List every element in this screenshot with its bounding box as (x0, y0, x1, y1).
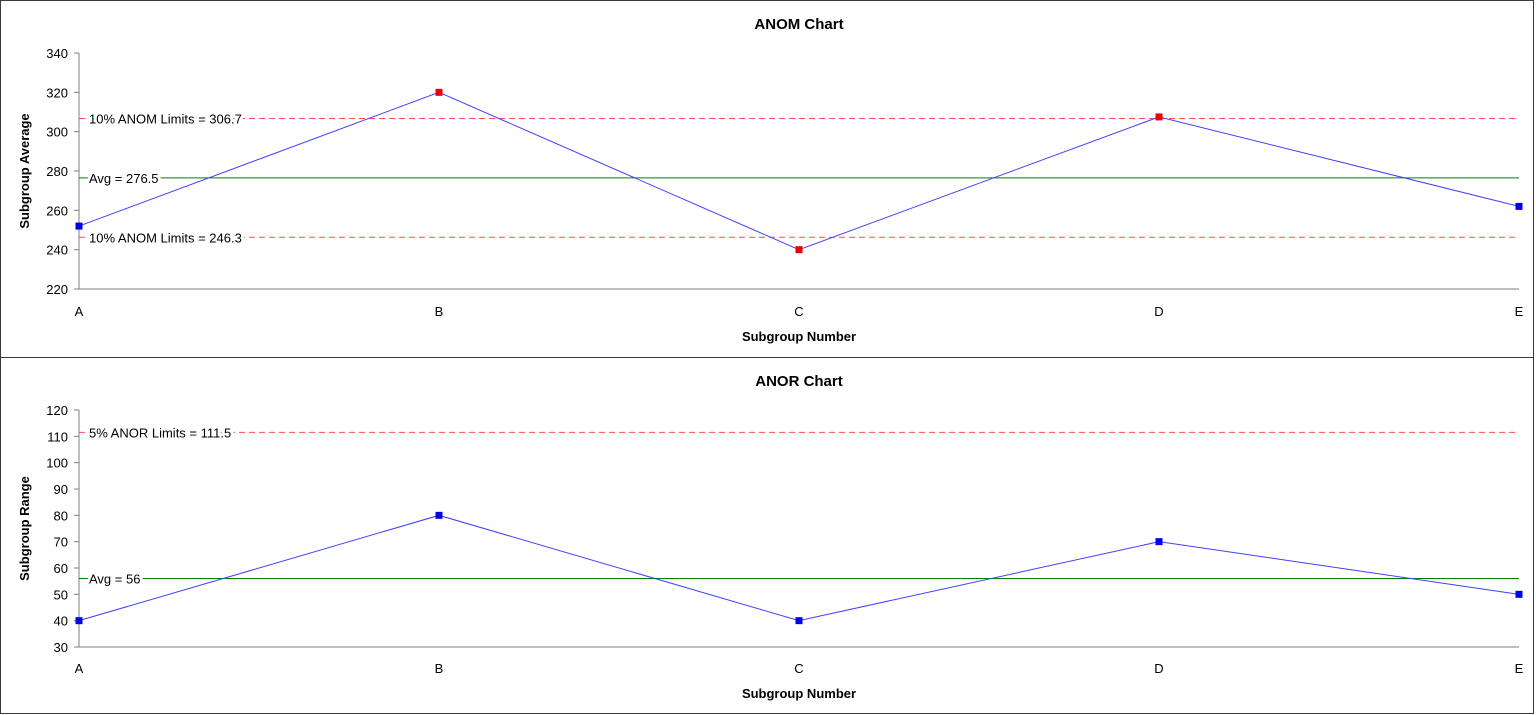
x-tick-label: E (1515, 304, 1524, 319)
data-point (1155, 538, 1163, 546)
anom-chart-panel: ANOM Chart 220 240 260 280 300 320 340 A B C D E Subg… (0, 0, 1534, 358)
y-tick-label: 120 (46, 403, 68, 418)
x-tick-label: A (75, 304, 84, 319)
series-line (78, 91, 1520, 251)
y-tick-label: 320 (46, 85, 68, 100)
anor-chart-svg: ANOR Chart 30 40 50 60 70 80 90 100 110 120 A B C D E Su… (17, 373, 1524, 701)
anor-chart-panel: ANOR Chart 30 40 50 60 70 80 90 100 110 120 A B C D E Su… (0, 357, 1534, 714)
anom-chart-title: ANOM Chart (754, 16, 843, 33)
y-tick-label: 30 (54, 640, 68, 655)
y-tick-label: 70 (54, 535, 68, 550)
y-tick-label: 340 (46, 46, 68, 61)
y-tick-label: 100 (46, 456, 68, 471)
y-tick-label: 60 (54, 561, 68, 576)
anom-chart-svg: ANOM Chart 220 240 260 280 300 320 340 A B C D E Subg… (17, 16, 1524, 344)
y-tick-label: 220 (46, 282, 68, 297)
y-tick-label: 80 (54, 508, 68, 523)
out-of-limit-point (1155, 113, 1163, 121)
y-tick-label: 40 (54, 614, 68, 629)
x-tick-label: E (1515, 661, 1524, 676)
series-line (78, 514, 1520, 622)
out-of-limit-point (795, 246, 803, 254)
x-axis-title: Subgroup Number (742, 686, 856, 701)
x-tick-label: A (75, 661, 84, 676)
y-tick-label: 90 (54, 482, 68, 497)
average-line-label: Avg = 56 (89, 572, 140, 587)
x-tick-label: B (435, 304, 444, 319)
x-axis-title: Subgroup Number (742, 329, 856, 344)
data-point (1515, 590, 1523, 598)
out-of-limit-point (435, 88, 443, 96)
anor-chart-title: ANOR Chart (755, 373, 843, 390)
data-point (1515, 202, 1523, 210)
data-point (435, 511, 443, 519)
y-tick-label: 280 (46, 164, 68, 179)
limit-line-label: 10% ANOM Limits = 306.7 (89, 111, 242, 126)
y-tick-label: 260 (46, 203, 68, 218)
limit-line-label: 10% ANOM Limits = 246.3 (89, 230, 242, 245)
data-point (75, 222, 83, 230)
y-tick-label: 110 (47, 429, 68, 444)
x-tick-label: D (1154, 304, 1163, 319)
x-tick-label: B (435, 661, 444, 676)
y-tick-label: 50 (54, 587, 68, 602)
limit-line-label: 5% ANOR Limits = 111.5 (89, 425, 231, 440)
x-tick-label: C (794, 304, 803, 319)
x-tick-label: D (1154, 661, 1163, 676)
data-point (795, 617, 803, 625)
y-axis-title: Subgroup Average (17, 113, 32, 228)
x-tick-label: C (794, 661, 803, 676)
average-line-label: Avg = 276.5 (89, 171, 159, 186)
y-tick-label: 300 (46, 125, 68, 140)
data-point (75, 617, 83, 625)
y-axis-title: Subgroup Range (17, 476, 32, 581)
y-tick-label: 240 (46, 243, 68, 258)
